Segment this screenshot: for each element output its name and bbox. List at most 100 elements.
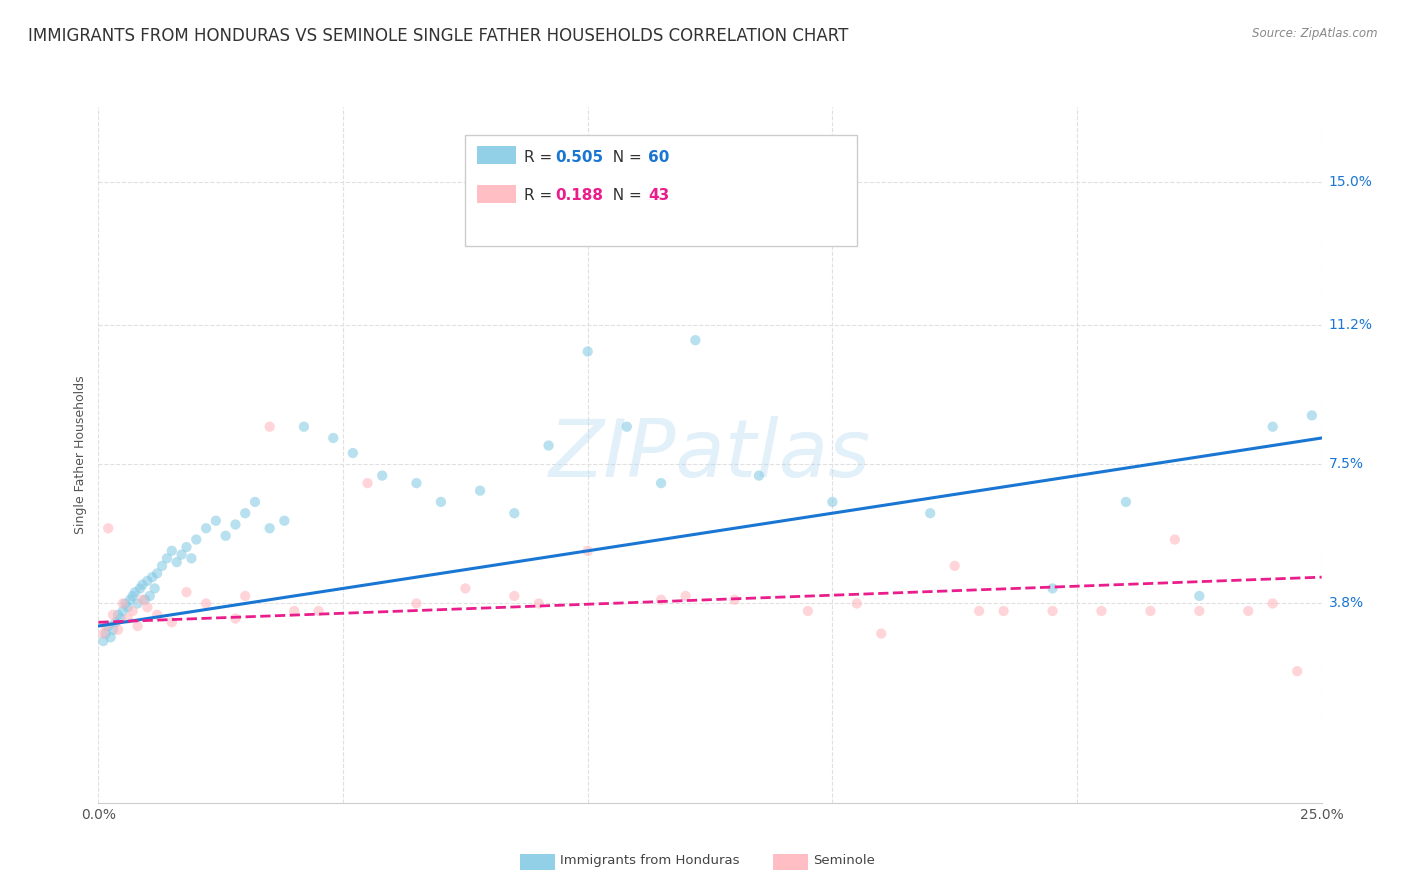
Point	[576, 544, 599, 558]
Point	[748, 468, 770, 483]
Text: 0.505: 0.505	[555, 150, 603, 165]
Point	[943, 558, 966, 573]
Point	[91, 634, 114, 648]
Point	[405, 476, 427, 491]
Point	[685, 333, 707, 347]
Point	[156, 551, 179, 566]
Text: 3.8%: 3.8%	[1329, 597, 1364, 610]
Point	[136, 574, 159, 588]
Text: R =: R =	[524, 188, 558, 203]
Point	[180, 551, 202, 566]
Point	[503, 506, 526, 520]
Point	[468, 483, 491, 498]
Point	[146, 566, 169, 581]
Point	[120, 592, 142, 607]
Point	[650, 476, 672, 491]
Point	[1188, 589, 1211, 603]
Point	[121, 589, 143, 603]
Text: 43: 43	[648, 188, 669, 203]
Point	[537, 438, 560, 452]
Point	[1090, 604, 1112, 618]
Point	[576, 344, 599, 359]
Point	[114, 597, 136, 611]
Point	[94, 619, 117, 633]
Point	[1139, 604, 1161, 618]
Point	[503, 589, 526, 603]
Point	[150, 558, 173, 573]
Point	[214, 529, 236, 543]
Point	[101, 607, 124, 622]
Text: 11.2%: 11.2%	[1329, 318, 1372, 332]
Point	[205, 514, 228, 528]
Text: 0.188: 0.188	[555, 188, 603, 203]
Text: 15.0%: 15.0%	[1329, 175, 1372, 189]
Point	[993, 604, 1015, 618]
Text: 7.5%: 7.5%	[1329, 458, 1364, 471]
Text: 60: 60	[648, 150, 669, 165]
Point	[107, 607, 129, 622]
Point	[136, 600, 159, 615]
Point	[101, 623, 124, 637]
Text: Immigrants from Honduras: Immigrants from Honduras	[560, 855, 740, 867]
Point	[322, 431, 344, 445]
Point	[166, 555, 188, 569]
Point	[117, 611, 139, 625]
Point	[94, 626, 117, 640]
Point	[1042, 582, 1064, 596]
Point	[371, 468, 394, 483]
Point	[1286, 664, 1309, 678]
Point	[259, 521, 281, 535]
Point	[131, 577, 153, 591]
Point	[127, 619, 149, 633]
Point	[233, 506, 256, 520]
Text: N =: N =	[603, 150, 647, 165]
Point	[121, 604, 143, 618]
Point	[616, 419, 638, 434]
Text: ZIPatlas: ZIPatlas	[548, 416, 872, 494]
Point	[845, 597, 868, 611]
Point	[405, 597, 427, 611]
Text: R =: R =	[524, 150, 558, 165]
Point	[100, 630, 122, 644]
Point	[160, 615, 183, 630]
Point	[356, 476, 378, 491]
Point	[129, 582, 152, 596]
Point	[176, 540, 198, 554]
Text: Seminole: Seminole	[813, 855, 875, 867]
Point	[430, 495, 453, 509]
Y-axis label: Single Father Households: Single Father Households	[75, 376, 87, 534]
Point	[160, 544, 183, 558]
Point	[104, 615, 127, 630]
Point	[111, 604, 134, 618]
Point	[870, 626, 893, 640]
Text: N =: N =	[603, 188, 647, 203]
Point	[195, 597, 218, 611]
Point	[527, 597, 550, 611]
Point	[143, 582, 166, 596]
Point	[134, 592, 156, 607]
Point	[186, 533, 208, 547]
Point	[1042, 604, 1064, 618]
Text: Source: ZipAtlas.com: Source: ZipAtlas.com	[1253, 27, 1378, 40]
Point	[127, 597, 149, 611]
Point	[650, 592, 672, 607]
Point	[1301, 409, 1323, 423]
Point	[195, 521, 218, 535]
Point	[342, 446, 364, 460]
Point	[283, 604, 305, 618]
Point	[723, 592, 745, 607]
Point	[259, 419, 281, 434]
Point	[920, 506, 942, 520]
Point	[124, 585, 146, 599]
Point	[1115, 495, 1137, 509]
Point	[224, 517, 246, 532]
Point	[821, 495, 844, 509]
Point	[243, 495, 266, 509]
Point	[1188, 604, 1211, 618]
Point	[107, 623, 129, 637]
Point	[176, 585, 198, 599]
Point	[91, 626, 114, 640]
Point	[97, 521, 120, 535]
Point	[1237, 604, 1260, 618]
Point	[292, 419, 315, 434]
